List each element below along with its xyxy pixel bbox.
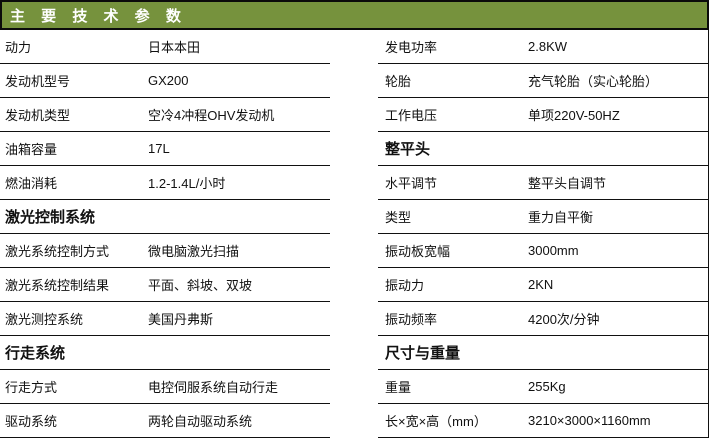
spec-value: 美国丹弗斯 bbox=[148, 312, 214, 327]
section-title: 尺寸与重量 bbox=[385, 345, 461, 362]
spec-row: 燃油消耗 1.2-1.4L/小时 bbox=[0, 166, 330, 200]
spec-row: 发动机型号 GX200 bbox=[0, 64, 330, 98]
section-header-row: 尺寸与重量 bbox=[378, 336, 708, 370]
section-title: 行走系统 bbox=[5, 345, 66, 362]
spec-value: 充气轮胎（实心轮胎） bbox=[528, 74, 659, 89]
spec-label: 水平调节 bbox=[385, 176, 438, 191]
spec-label: 发动机型号 bbox=[5, 74, 71, 89]
spec-row: 长×宽×高（mm） 3210×3000×1160mm bbox=[378, 404, 708, 438]
spec-row: 激光测控系统 美国丹弗斯 bbox=[0, 302, 330, 336]
spec-value: 电控伺服系统自动行走 bbox=[148, 380, 279, 395]
spec-value: 重力自平衡 bbox=[528, 210, 594, 225]
spec-label: 发动机类型 bbox=[5, 108, 71, 123]
spec-value: 平面、斜坡、双坡 bbox=[148, 278, 253, 293]
spec-label: 激光系统控制结果 bbox=[5, 278, 110, 293]
spec-row: 水平调节 整平头自调节 bbox=[378, 166, 708, 200]
spec-value: 微电脑激光扫描 bbox=[148, 244, 240, 259]
spec-row: 激光系统控制结果 平面、斜坡、双坡 bbox=[0, 268, 330, 302]
spec-row: 类型 重力自平衡 bbox=[378, 200, 708, 234]
spec-value: 17L bbox=[148, 141, 170, 156]
section-header-row: 整平头 bbox=[378, 132, 708, 166]
spec-row: 振动频率 4200次/分钟 bbox=[378, 302, 708, 336]
section-title: 激光控制系统 bbox=[5, 209, 96, 226]
section-title: 整平头 bbox=[385, 141, 431, 158]
spec-value: 2.8KW bbox=[528, 39, 568, 54]
spec-label: 振动板宽幅 bbox=[385, 244, 451, 259]
spec-row: 激光系统控制方式 微电脑激光扫描 bbox=[0, 234, 330, 268]
spec-row: 油箱容量 17L bbox=[0, 132, 330, 166]
spec-label: 类型 bbox=[385, 210, 412, 225]
spec-label: 行走方式 bbox=[5, 380, 58, 395]
spec-value: 1.2-1.4L/小时 bbox=[148, 176, 226, 191]
spec-row: 轮胎 充气轮胎（实心轮胎） bbox=[378, 64, 708, 98]
spec-row: 驱动系统 两轮自动驱动系统 bbox=[0, 404, 330, 438]
spec-row: 振动板宽幅 3000mm bbox=[378, 234, 708, 268]
right-spec-table: 发电功率 2.8KW 轮胎 充气轮胎（实心轮胎） 工作电压 单项220V-50HZ 整平头水… bbox=[378, 30, 709, 438]
spec-row: 发动机类型 空冷4冲程OHV发动机 bbox=[0, 98, 330, 132]
spec-label: 振动频率 bbox=[385, 312, 438, 327]
spec-label: 长×宽×高（mm） bbox=[385, 414, 487, 429]
spec-value: 空冷4冲程OHV发动机 bbox=[148, 108, 275, 123]
spec-label: 油箱容量 bbox=[5, 142, 58, 157]
spec-label: 振动力 bbox=[385, 278, 425, 293]
spec-label: 重量 bbox=[385, 380, 412, 395]
spec-row: 发电功率 2.8KW bbox=[378, 30, 708, 64]
spec-label: 发电功率 bbox=[385, 40, 438, 55]
spec-value: 日本本田 bbox=[148, 40, 201, 55]
spec-label: 动力 bbox=[5, 40, 32, 55]
section-header-row: 行走系统 bbox=[0, 336, 330, 370]
spec-label: 工作电压 bbox=[385, 108, 438, 123]
spec-value: 2KN bbox=[528, 277, 554, 292]
spec-value: 两轮自动驱动系统 bbox=[148, 414, 253, 429]
spec-label: 轮胎 bbox=[385, 74, 412, 89]
spec-row: 工作电压 单项220V-50HZ bbox=[378, 98, 708, 132]
spec-label: 激光测控系统 bbox=[5, 312, 84, 327]
spec-value: 4200次/分钟 bbox=[528, 312, 600, 327]
spec-value: 3210×3000×1160mm bbox=[528, 413, 651, 428]
spec-value: 255Kg bbox=[528, 379, 566, 394]
spec-value: 3000mm bbox=[528, 243, 579, 258]
page-title: 主 要 技 术 参 数 bbox=[10, 7, 187, 25]
spec-value: 单项220V-50HZ bbox=[528, 108, 620, 123]
spec-label: 激光系统控制方式 bbox=[5, 244, 110, 259]
left-spec-table: 动力 日本本田发动机型号 GX200 发动机类型 空冷4冲程OHV发动机油箱容量 17L 燃… bbox=[0, 30, 330, 438]
spec-value: 整平头自调节 bbox=[528, 176, 607, 191]
spec-row: 动力 日本本田 bbox=[0, 30, 330, 64]
spec-row: 重量 255Kg bbox=[378, 370, 708, 404]
spec-label: 燃油消耗 bbox=[5, 176, 58, 191]
spec-label: 驱动系统 bbox=[5, 414, 58, 429]
spec-row: 振动力 2KN bbox=[378, 268, 708, 302]
section-header-row: 激光控制系统 bbox=[0, 200, 330, 234]
title-bar: 主 要 技 术 参 数 bbox=[0, 0, 709, 30]
spec-value: GX200 bbox=[148, 73, 189, 88]
spec-row: 行走方式 电控伺服系统自动行走 bbox=[0, 370, 330, 404]
